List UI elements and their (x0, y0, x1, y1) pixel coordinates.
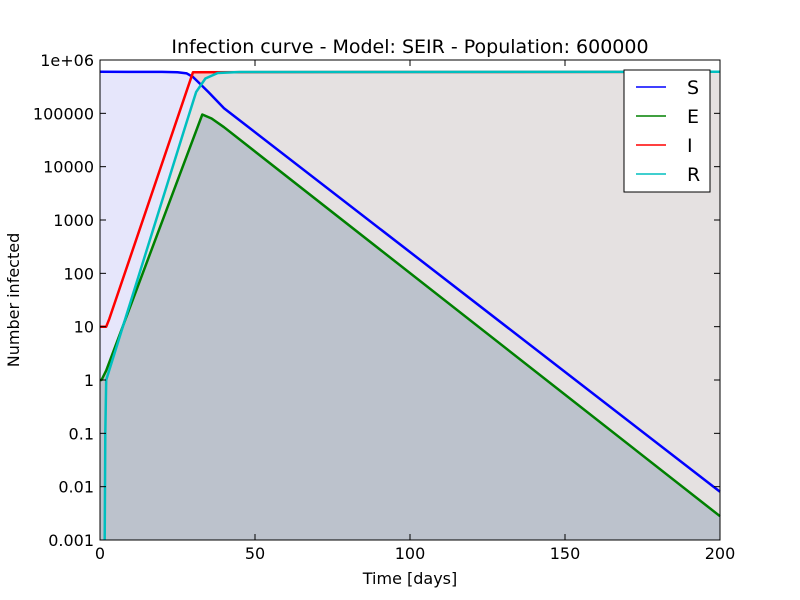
y-tick-label: 10000 (43, 158, 94, 177)
y-tick-label: 0.01 (58, 478, 94, 497)
x-axis-title: Time [days] (362, 569, 458, 588)
x-tick-label: 0 (95, 544, 105, 563)
series-line-r (103, 70, 721, 541)
legend-label-e: E (687, 106, 699, 128)
chart-title: Infection curve - Model: SEIR - Populati… (171, 36, 648, 58)
y-tick-label: 1000 (53, 211, 94, 230)
y-axis-ticks: 0.001 0.01 0.1 1 10 100 1000 10000 100000 1e+06 (33, 51, 720, 550)
y-tick-label: 100 (63, 264, 94, 283)
legend: SEIR (623, 69, 711, 193)
series-fill-e (100, 114, 720, 540)
y-tick-label: 1 (84, 371, 94, 390)
y-tick-label: 10 (74, 318, 94, 337)
x-tick-label: 150 (550, 544, 581, 563)
legend-box (623, 69, 711, 193)
legend-label-s: S (687, 77, 699, 99)
y-tick-label: 100000 (33, 104, 94, 123)
y-tick-label: 0.001 (48, 531, 94, 550)
series-fills (100, 71, 720, 541)
x-tick-label: 50 (245, 544, 265, 563)
legend-label-r: R (687, 164, 700, 186)
x-axis-ticks: 0 50 100 150 200 (95, 60, 735, 563)
series-line-s (99, 70, 721, 493)
y-tick-label: 0.1 (69, 424, 94, 443)
x-tick-label: 200 (705, 544, 736, 563)
y-axis-title: Number infected (4, 233, 23, 368)
x-tick-label: 100 (395, 544, 426, 563)
y-tick-label: 1e+06 (40, 51, 94, 70)
legend-label-i: I (687, 135, 693, 157)
